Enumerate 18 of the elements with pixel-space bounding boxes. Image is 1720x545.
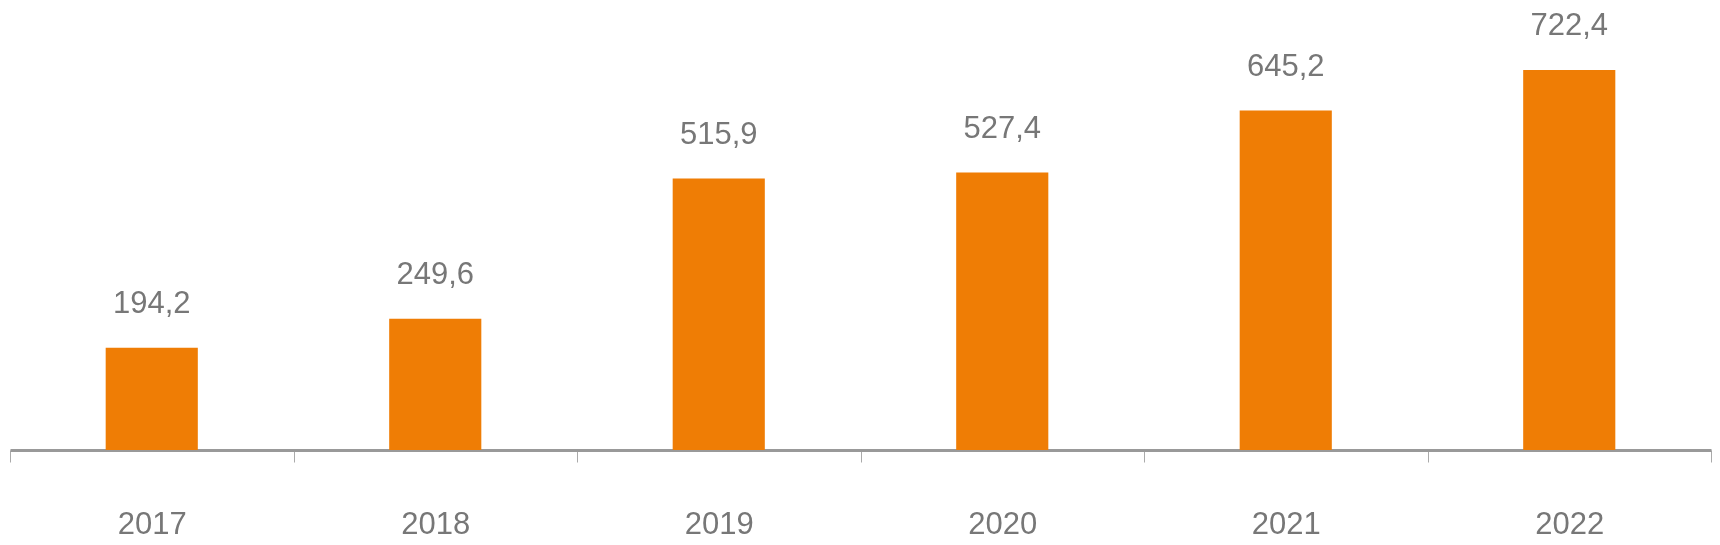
bar <box>672 178 765 450</box>
bar <box>105 347 198 450</box>
x-tick-label: 2021 <box>1251 505 1321 541</box>
x-tick-label: 2017 <box>117 505 187 541</box>
data-label: 249,6 <box>396 255 475 291</box>
bar <box>1239 110 1332 450</box>
bar <box>1523 70 1616 450</box>
x-tick-label: 2020 <box>968 505 1038 541</box>
x-tick-label: 2018 <box>401 505 471 541</box>
data-label: 645,2 <box>1246 47 1325 83</box>
data-label: 527,4 <box>963 109 1042 145</box>
bar <box>389 318 482 450</box>
bar <box>956 172 1049 450</box>
x-tick-label: 2022 <box>1535 505 1605 541</box>
data-label: 515,9 <box>679 115 758 151</box>
x-tick-label: 2019 <box>684 505 754 541</box>
data-label: 194,2 <box>112 284 191 320</box>
data-label: 722,4 <box>1530 7 1609 42</box>
